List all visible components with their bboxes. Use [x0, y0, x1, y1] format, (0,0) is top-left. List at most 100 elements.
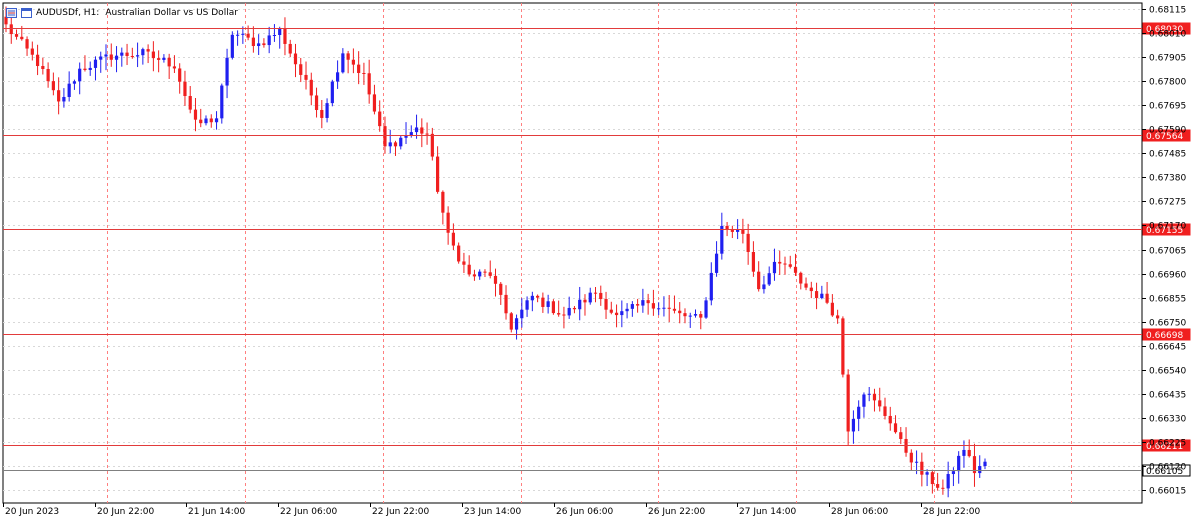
- candle: [857, 400, 861, 432]
- candle: [230, 31, 234, 60]
- candle-body: [457, 245, 461, 262]
- candle-body: [293, 53, 298, 65]
- y-tick-label: 0.66330: [1149, 415, 1186, 425]
- candle: [778, 250, 782, 275]
- candle-body: [941, 487, 945, 489]
- candle: [667, 295, 671, 323]
- candle-body: [588, 292, 592, 303]
- candle: [909, 449, 913, 471]
- candle-body: [825, 293, 829, 303]
- candle-body: [599, 292, 603, 300]
- candle: [925, 469, 929, 487]
- candle: [214, 111, 219, 130]
- candle-body: [62, 96, 66, 102]
- candle: [330, 79, 334, 107]
- candle-body: [320, 109, 324, 118]
- x-tick-label: 26 Jun 06:00: [556, 507, 613, 517]
- candle-body: [283, 28, 287, 44]
- candle-body: [772, 261, 777, 274]
- candle-body: [367, 73, 371, 95]
- candle-body: [788, 264, 792, 267]
- level-tag: [1142, 439, 1191, 452]
- candle-body: [920, 461, 924, 475]
- candle-body: [578, 299, 582, 310]
- window-icon[interactable]: [21, 8, 32, 18]
- candle: [9, 14, 13, 44]
- candle-body: [346, 53, 350, 60]
- candle: [172, 55, 177, 73]
- candle-body: [504, 294, 508, 314]
- y-tick-label: 0.68115: [1149, 6, 1186, 16]
- candle-body: [436, 156, 440, 192]
- candle-body: [678, 310, 682, 314]
- axis-layer: 0.68115 0.68010 0.67905 0.67800 0.67695 0.675…: [3, 6, 1186, 517]
- y-tick-label: 0.66435: [1149, 391, 1186, 401]
- grid-layer: [2, 2, 1143, 504]
- candle-body: [936, 484, 940, 488]
- candle-body: [420, 127, 424, 134]
- candle-body: [814, 291, 819, 299]
- candle-body: [57, 90, 61, 102]
- candle-body: [878, 400, 882, 407]
- candle: [125, 43, 129, 66]
- candle-body: [609, 309, 613, 313]
- candle: [657, 302, 661, 316]
- candle: [583, 294, 587, 316]
- candle: [51, 72, 55, 96]
- candle: [541, 292, 545, 313]
- candle-body: [830, 302, 834, 316]
- candle-body: [430, 133, 434, 157]
- current-price-tag-label: 0.66105: [1146, 467, 1183, 477]
- candle-body: [699, 314, 703, 318]
- candle-body: [478, 271, 482, 277]
- chart-menu-icon[interactable]: [6, 8, 17, 18]
- candle: [262, 38, 266, 48]
- candle: [241, 26, 245, 44]
- y-tick-label: 0.66750: [1149, 319, 1186, 329]
- candle-body: [741, 229, 745, 234]
- candle-body: [562, 314, 566, 316]
- candle: [630, 301, 634, 317]
- candle-body: [793, 266, 798, 273]
- candle-body: [736, 229, 740, 232]
- y-tick-label: 0.67800: [1149, 78, 1186, 88]
- candle: [257, 34, 261, 56]
- candle: [599, 285, 603, 306]
- candle: [362, 62, 366, 85]
- plot-frame: [2, 2, 1143, 504]
- candle-body: [709, 272, 713, 301]
- candle-body: [25, 39, 29, 49]
- candle-body: [299, 64, 303, 75]
- candle-body: [262, 43, 266, 46]
- candle-body: [141, 49, 145, 56]
- candle: [367, 59, 371, 104]
- candle: [767, 266, 771, 287]
- candle-body: [388, 142, 392, 147]
- candle-body: [114, 55, 119, 60]
- candle: [299, 57, 303, 83]
- candle-body: [762, 284, 766, 290]
- candle-body: [72, 81, 77, 84]
- candle: [841, 316, 845, 378]
- candle: [357, 51, 361, 85]
- candle: [851, 410, 856, 444]
- x-tick-label: 28 Jun 22:00: [923, 507, 980, 517]
- candle: [704, 297, 708, 319]
- candle-body: [888, 415, 892, 424]
- candle-body: [399, 137, 403, 147]
- candle: [614, 304, 619, 328]
- candle: [120, 47, 124, 67]
- x-tick-label: 22 Jun 06:00: [280, 507, 337, 517]
- candle-body: [893, 423, 898, 433]
- candle-body: [751, 251, 756, 272]
- candle: [178, 63, 182, 94]
- candle-body: [383, 126, 387, 147]
- level-tag-label: 0.67564: [1146, 132, 1183, 142]
- candle: [388, 129, 392, 154]
- candle-body: [178, 68, 182, 82]
- candle: [967, 439, 971, 458]
- candle: [488, 260, 492, 279]
- candle: [141, 47, 145, 65]
